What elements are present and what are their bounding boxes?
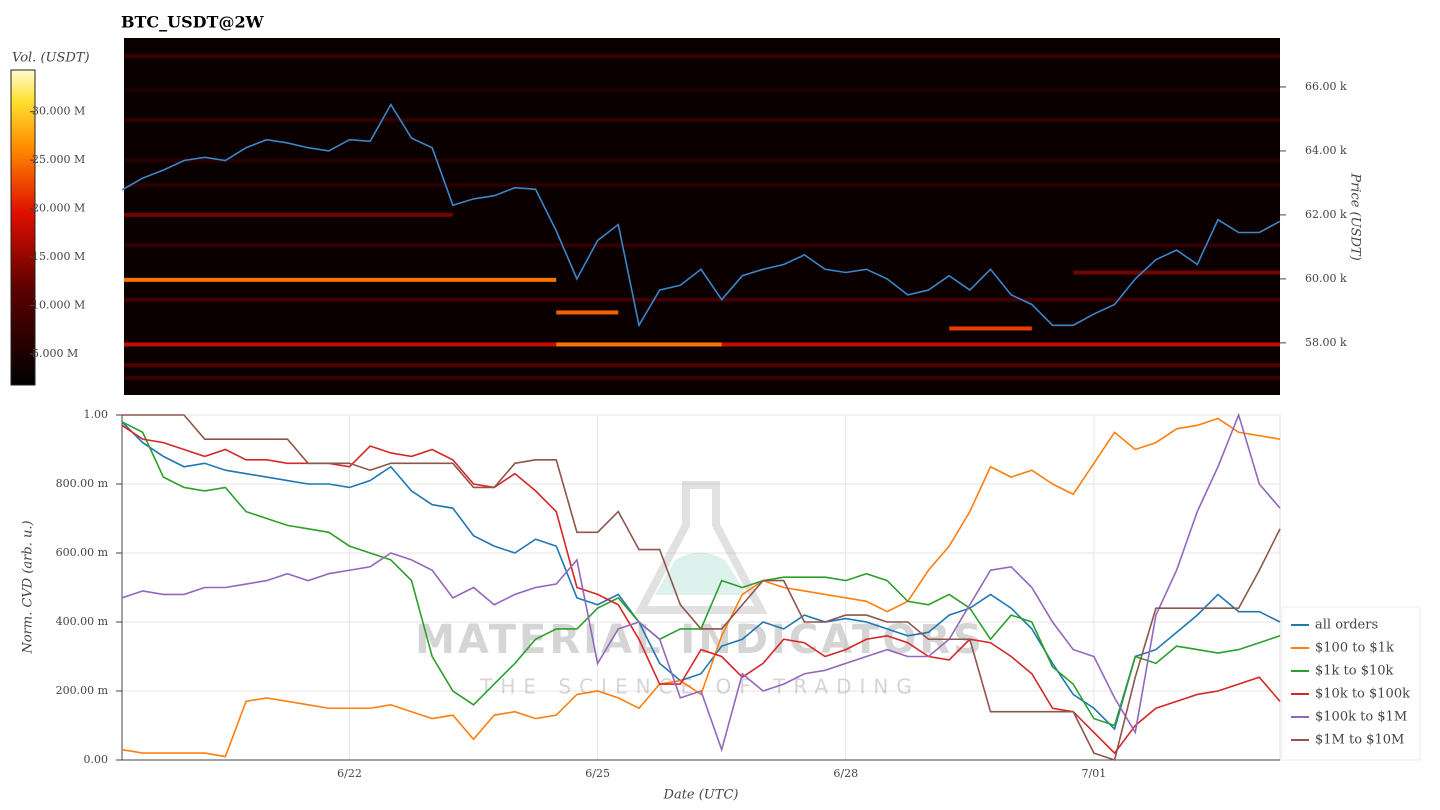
legend-label: $100k to $1M bbox=[1315, 710, 1407, 725]
colorbar-tick-label: 5.000 M bbox=[32, 347, 78, 360]
y-tick-label: 58.00 k bbox=[1305, 336, 1347, 349]
colorbar-tick-label: 15.000 M bbox=[32, 250, 85, 263]
watermark-liquid bbox=[655, 552, 747, 595]
liquidity-band bbox=[1073, 270, 1280, 275]
legend-label: $10k to $100k bbox=[1315, 687, 1410, 702]
colorbar-tick-label: 10.000 M bbox=[32, 299, 85, 312]
watermark: MATERIAL INDICATORS THE SCIENCE OF TRADI… bbox=[415, 481, 985, 699]
legend-label: $1k to $10k bbox=[1315, 664, 1394, 679]
liquidity-band bbox=[124, 277, 557, 282]
y-axis-label: Price (USDT) bbox=[1348, 172, 1363, 260]
liquidity-band bbox=[124, 376, 1280, 381]
colorbar-tick-label: 30.000 M bbox=[32, 105, 85, 118]
colorbar bbox=[10, 69, 36, 386]
colorbar-tick-label: 20.000 M bbox=[32, 202, 85, 215]
watermark-title: MATERIAL INDICATORS bbox=[415, 617, 985, 663]
liquidity-band bbox=[124, 183, 1280, 188]
colorbar-label: Vol. (USDT) bbox=[12, 51, 90, 66]
x-tick-label: 6/22 bbox=[337, 767, 362, 780]
cvd-line bbox=[121, 417, 1281, 758]
y-tick-label: 800.00 m bbox=[56, 477, 109, 490]
legend-label: $1M to $10M bbox=[1315, 733, 1404, 748]
liquidity-band bbox=[124, 363, 1280, 368]
liquidity-band bbox=[556, 310, 619, 315]
legend-label: all orders bbox=[1315, 618, 1378, 633]
watermark-flask bbox=[634, 481, 768, 614]
legend-label: $100 to $1k bbox=[1315, 641, 1394, 656]
liquidity-band bbox=[949, 326, 1032, 331]
cvd-line bbox=[122, 414, 1281, 762]
legend bbox=[1281, 606, 1421, 761]
y-axis-label: Norm. CVD (arb. u.) bbox=[21, 520, 36, 654]
y-tick-label: 600.00 m bbox=[56, 546, 109, 559]
x-tick-label: 7/01 bbox=[1082, 767, 1107, 780]
y-tick-label: 60.00 k bbox=[1305, 272, 1347, 285]
liquidity-band bbox=[124, 53, 1280, 58]
y-tick-label: 1.00 bbox=[84, 408, 109, 421]
cvd-line bbox=[121, 421, 1281, 731]
watermark-subtitle: THE SCIENCE OF TRADING bbox=[479, 675, 920, 699]
y-tick-label: 62.00 k bbox=[1305, 208, 1347, 221]
y-tick-label: 400.00 m bbox=[56, 615, 109, 628]
cvd-line bbox=[121, 412, 1281, 753]
liquidity-band bbox=[124, 212, 453, 217]
x-tick-label: 6/28 bbox=[833, 767, 858, 780]
x-axis-label: Date (UTC) bbox=[663, 788, 739, 803]
liquidity-band bbox=[124, 158, 1280, 163]
liquidity-band bbox=[124, 88, 1280, 93]
chart-title: BTC_USDT@2W bbox=[121, 13, 265, 32]
x-tick-label: 6/25 bbox=[585, 767, 610, 780]
price-line bbox=[121, 102, 1281, 328]
colorbar-tick-label: 25.000 M bbox=[32, 153, 85, 166]
y-tick-label: 66.00 k bbox=[1305, 80, 1347, 93]
y-tick-label: 200.00 m bbox=[56, 684, 109, 697]
y-tick-label: 0.00 bbox=[84, 753, 109, 766]
liquidity-band bbox=[124, 243, 1280, 248]
y-tick-label: 64.00 k bbox=[1305, 144, 1347, 157]
liquidity-band bbox=[124, 297, 1280, 302]
liquidity-band bbox=[556, 342, 722, 347]
liquidity-band bbox=[124, 117, 1280, 122]
